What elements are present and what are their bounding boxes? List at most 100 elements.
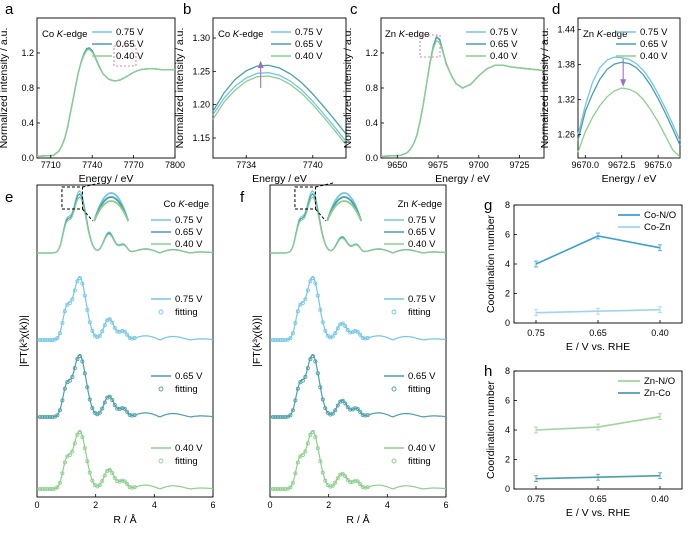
fit-point [273, 414, 278, 419]
plot-frame [212, 17, 347, 159]
fit-point [328, 484, 333, 489]
x-tick-label: 0 [267, 500, 272, 510]
fit-point [308, 357, 313, 362]
legend-label: 0.65 V [408, 227, 436, 238]
zoom-region-box [294, 186, 316, 210]
y-tick-label: 0.8 [21, 83, 34, 93]
x-tick-label: 4 [385, 500, 390, 510]
fit-point [55, 485, 60, 490]
x-axis-label: Energy / eV [602, 173, 657, 185]
inset-line [93, 192, 130, 222]
legend-label: 0.65 V [175, 227, 203, 238]
fit-point [365, 336, 370, 341]
y-tick-label: 0 [505, 318, 510, 328]
fit-point [338, 472, 343, 477]
y-tick-label: 1.44 [557, 25, 575, 35]
fit-point [280, 414, 285, 419]
fit-point [120, 478, 125, 483]
legend-label: fitting [408, 456, 431, 467]
x-tick-label: 9675.0 [644, 160, 672, 170]
fit-point [320, 320, 325, 325]
fit-point [348, 330, 353, 335]
fit-point [320, 470, 325, 475]
fit-point [318, 459, 323, 464]
legend-label: 0.75 V [490, 27, 518, 38]
fit-point [358, 409, 363, 414]
y-tick-label: 1.25 [192, 66, 210, 76]
fit-point [110, 397, 115, 402]
fit-point [80, 281, 85, 286]
fit-point [102, 400, 107, 405]
fit-point [290, 480, 295, 485]
fit-point [335, 326, 340, 331]
legend-label: fitting [408, 307, 431, 318]
fit-point [303, 297, 308, 302]
fit-point [87, 320, 92, 325]
fit-point [62, 309, 67, 314]
fit-point [288, 485, 293, 490]
fit-point [97, 410, 102, 415]
fit-point [270, 414, 275, 419]
series-line-040V [380, 39, 545, 157]
y-tick-label: 1.2 [21, 48, 34, 58]
y-tick-label: 0 [505, 484, 510, 494]
edge-annotation: Co K-edge [218, 29, 263, 40]
trend-arrowhead [620, 79, 627, 87]
fit-point [112, 325, 117, 330]
fit-point [270, 486, 275, 491]
fit-point [107, 317, 112, 322]
fit-point [77, 354, 82, 359]
x-axis-label: Energy / eV [252, 173, 307, 185]
legend-label: 0.65 V [116, 39, 144, 50]
legend-label: Co-N/O [644, 210, 676, 221]
y-tick-label: 4 [505, 425, 510, 435]
fit-point [55, 413, 60, 418]
fit-point [363, 336, 368, 341]
plot-frame [269, 184, 447, 498]
fit-point [343, 474, 348, 479]
fit-point [62, 386, 67, 391]
fit-point [127, 412, 132, 417]
legend-label: 0.75 V [116, 27, 144, 38]
fit-point [47, 414, 52, 419]
fit-point [323, 328, 328, 333]
fit-point [295, 460, 300, 465]
fit-point [70, 374, 75, 379]
zoom-region-box [113, 45, 137, 67]
edge-annotation: Co K-edge [164, 199, 209, 210]
fit-point [295, 386, 300, 391]
fit-point [300, 378, 305, 383]
fit-point [345, 328, 350, 333]
fit-point [115, 479, 120, 484]
fit-point [290, 331, 295, 336]
fit-point [77, 430, 82, 435]
y-tick-label: 1.26 [557, 130, 575, 140]
fit-point [110, 320, 115, 325]
plot-frame [36, 184, 214, 498]
fit-point [85, 385, 90, 390]
fit-point [102, 323, 107, 328]
x-tick-label: 0 [34, 500, 39, 510]
x-tick-label: 0.40 [651, 494, 669, 504]
fit-point [308, 279, 313, 284]
fit-point [122, 406, 127, 411]
exafs-line [37, 196, 214, 254]
panel-letter-a: a [5, 1, 14, 18]
fit-point [303, 449, 308, 454]
series-line-040V [212, 75, 347, 146]
legend-label: fitting [175, 307, 198, 318]
fit-point [40, 337, 45, 342]
fit-point [363, 413, 368, 418]
fit-point [288, 336, 293, 341]
fit-point [40, 486, 45, 491]
y-tick-label: 0.4 [365, 118, 378, 128]
fit-point [275, 414, 280, 419]
series-line-075V [577, 56, 681, 141]
zoom-connector [315, 182, 334, 188]
legend-label: 0.40 V [175, 443, 203, 454]
fit-point [75, 279, 80, 284]
legend-label: fitting [175, 384, 198, 395]
fit-point [348, 480, 353, 485]
